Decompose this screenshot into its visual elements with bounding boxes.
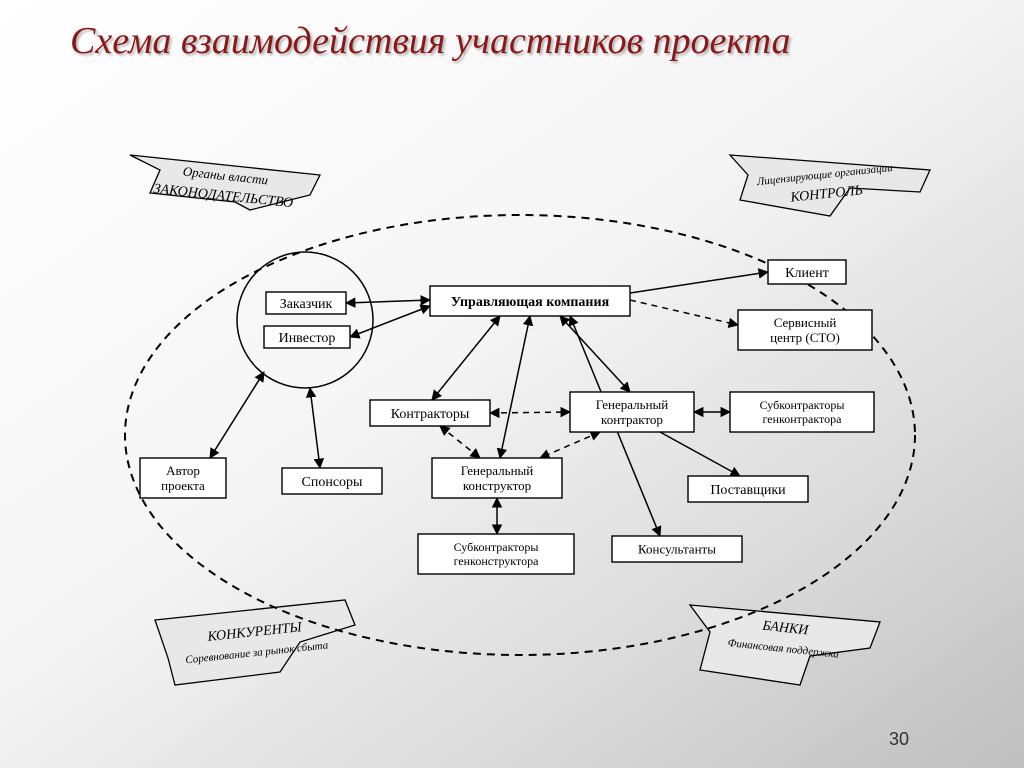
- svg-text:Генеральный: Генеральный: [596, 397, 669, 412]
- edge-gencontr-suppliers: [660, 432, 740, 476]
- svg-text:Сервисный: Сервисный: [774, 315, 837, 330]
- node-suppliers: Поставщики: [688, 476, 808, 502]
- node-gencontractor: Генеральныйконтрактор: [570, 392, 694, 432]
- svg-text:генконструктора: генконструктора: [454, 554, 539, 568]
- node-genconstr: Генеральныйконструктор: [432, 458, 562, 498]
- svg-text:Поставщики: Поставщики: [710, 483, 786, 498]
- customer-circle: [237, 252, 373, 388]
- edge-investor-mgmt: [350, 306, 430, 337]
- svg-text:Клиент: Клиент: [785, 266, 829, 281]
- edge-sponsors-circle: [310, 388, 320, 468]
- svg-text:Спонсоры: Спонсоры: [302, 475, 364, 490]
- edge-contractors-genconstr: [440, 426, 480, 458]
- node-author: Авторпроекта: [140, 458, 226, 498]
- node-sponsors: Спонсоры: [282, 468, 382, 494]
- arrow-banks: БАНКИФинансовая поддержка: [690, 605, 880, 685]
- svg-text:Заказчик: Заказчик: [280, 297, 333, 312]
- svg-text:Инвестор: Инвестор: [279, 331, 336, 346]
- edge-mgmt-contractors: [432, 316, 500, 400]
- svg-text:Контракторы: Контракторы: [391, 407, 470, 422]
- edge-contractors-gencontr: [490, 412, 570, 413]
- svg-text:Автор: Автор: [166, 463, 200, 478]
- edge-mgmt-gencontr: [560, 316, 630, 392]
- svg-text:генконтрактора: генконтрактора: [763, 412, 843, 426]
- svg-text:Субконтракторы: Субконтракторы: [454, 540, 539, 554]
- svg-text:контрактор: контрактор: [601, 412, 663, 427]
- edge-gencontr-genconstr: [540, 432, 600, 458]
- node-contractors: Контракторы: [370, 400, 490, 426]
- svg-text:конструктор: конструктор: [463, 478, 531, 493]
- node-subgenconstr: Субконтракторыгенконструктора: [418, 534, 574, 574]
- node-service: Сервисныйцентр (СТО): [738, 310, 872, 350]
- svg-text:проекта: проекта: [161, 478, 205, 493]
- node-zakazchik: Заказчик: [266, 292, 346, 314]
- node-investor: Инвестор: [264, 326, 350, 348]
- diagram-canvas: Органы властиЗАКОНОДАТЕЛЬСТВО Лицензирующ…: [0, 0, 1024, 768]
- edge-mgmt-service: [630, 300, 738, 325]
- node-management: Управляющая компания: [430, 286, 630, 316]
- node-subgencontr: Субконтракторыгенконтрактора: [730, 392, 874, 432]
- edge-mgmt-client: [630, 272, 768, 293]
- arrow-control: Лицензирующие организацииКОНТРОЛЬ: [730, 155, 930, 216]
- svg-text:Управляющая компания: Управляющая компания: [451, 295, 610, 310]
- svg-text:центр (СТО): центр (СТО): [770, 330, 840, 345]
- edge-zakazchik-mgmt: [346, 300, 430, 303]
- svg-text:Генеральный: Генеральный: [461, 463, 534, 478]
- arrow-competitors: КОНКУРЕНТЫСоревнование за рынок сбыта: [155, 600, 355, 685]
- svg-text:Субконтракторы: Субконтракторы: [760, 398, 845, 412]
- node-consultants: Консультанты: [612, 536, 742, 562]
- node-client: Клиент: [768, 260, 846, 284]
- edge-mgmt-genconstr: [500, 316, 530, 458]
- arrow-legislation: Органы властиЗАКОНОДАТЕЛЬСТВО: [130, 155, 320, 211]
- edge-author-circle: [210, 372, 264, 458]
- svg-text:Консультанты: Консультанты: [638, 542, 716, 557]
